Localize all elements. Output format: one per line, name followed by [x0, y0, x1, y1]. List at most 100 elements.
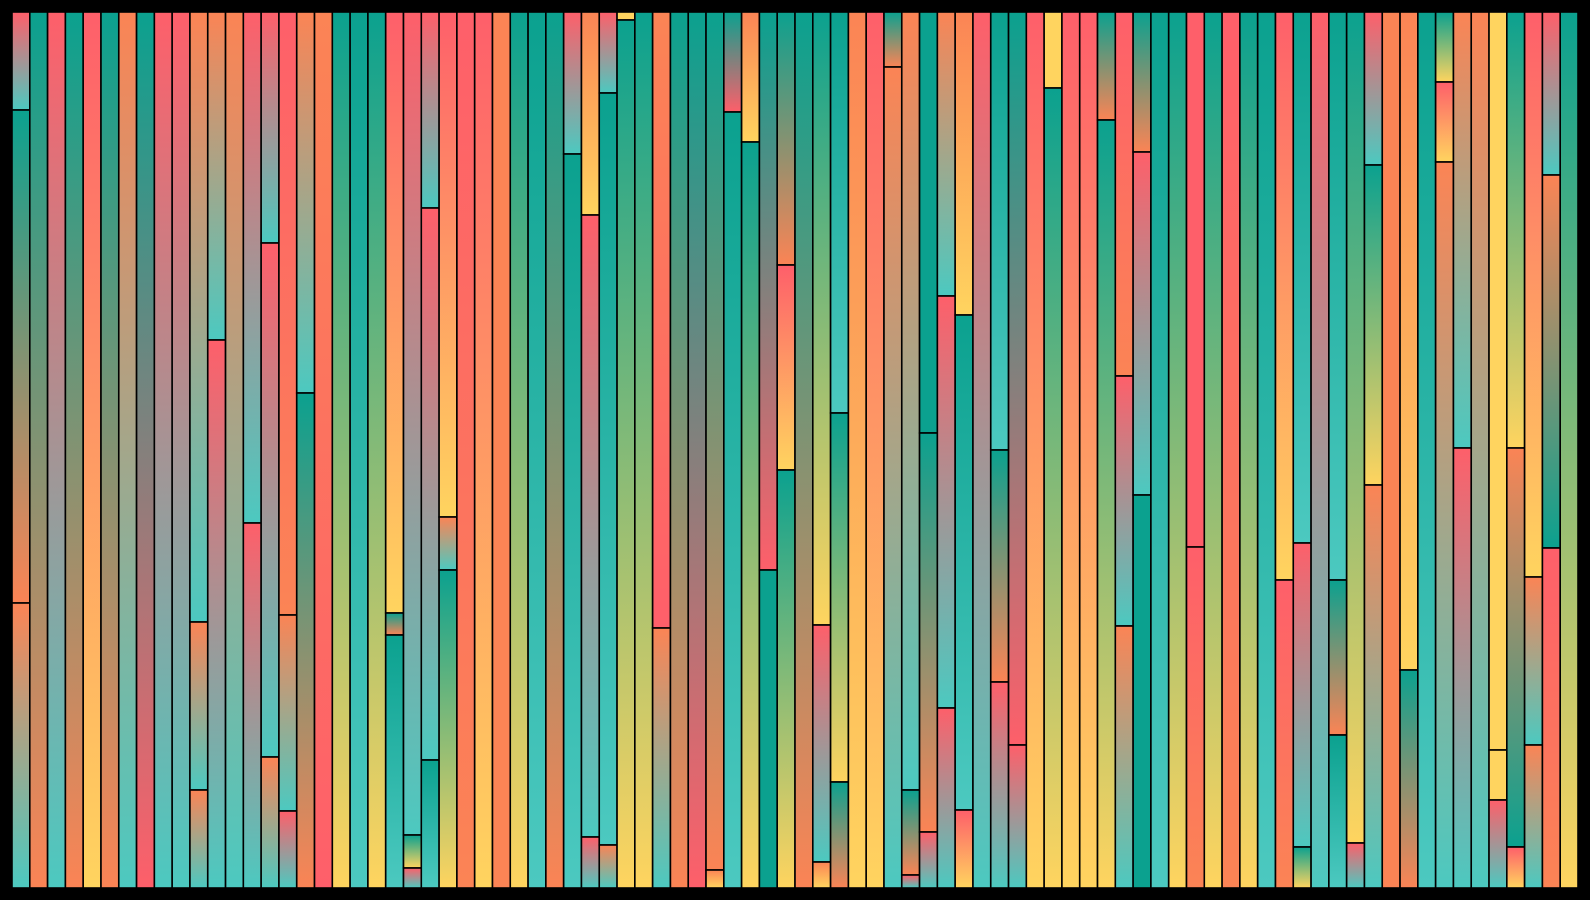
strip-segment-55-2	[989, 681, 1010, 889]
strip-segment-61-1	[1096, 119, 1117, 889]
strip-segment-10-2	[189, 789, 209, 889]
strip-segment-43-0	[776, 11, 796, 266]
strip-segment-81-0	[1452, 11, 1473, 449]
strip-segment-85-2	[1523, 744, 1544, 889]
strip-segment-66-1	[1185, 546, 1206, 889]
strip-segment-36-0	[651, 11, 672, 629]
strip-segment-72-1	[1292, 542, 1312, 848]
strip-segment-72-0	[1292, 11, 1312, 544]
strip-segment-32-2	[580, 836, 601, 889]
strip-segment-42-0	[758, 11, 779, 571]
strip-segment-15-2	[278, 810, 298, 889]
strip-segment-74-0	[1328, 11, 1348, 581]
strip-segment-84-2	[1506, 846, 1526, 889]
strip-segment-80-0	[1434, 11, 1455, 83]
strip-segment-76-1	[1363, 164, 1384, 486]
strip-segment-55-0	[989, 11, 1010, 451]
strip-segment-4-0	[82, 11, 102, 889]
strip-segment-43-1	[776, 264, 796, 471]
strip-segment-87-0	[1559, 11, 1579, 889]
strip-segment-57-0	[1025, 11, 1045, 889]
strip-segment-46-1	[829, 412, 850, 783]
strip-segment-46-2	[829, 781, 850, 889]
strip-segment-74-1	[1328, 579, 1348, 736]
strip-segment-0-0	[11, 11, 31, 111]
strip-segment-0-1	[11, 109, 31, 604]
strip-segment-13-1	[242, 522, 262, 889]
strip-segment-74-2	[1328, 734, 1348, 889]
strip-segment-65-0	[1167, 11, 1188, 889]
strip-segment-16-1	[295, 392, 316, 889]
strip-segment-46-0	[829, 11, 850, 414]
strip-segment-9-0	[171, 11, 191, 889]
strip-segment-14-1	[260, 242, 280, 758]
strip-segment-85-0	[1523, 11, 1544, 578]
strip-segment-22-2	[402, 867, 423, 889]
strip-segment-45-2	[811, 861, 832, 889]
strip-segment-52-1	[936, 295, 956, 709]
strip-segment-26-0	[473, 11, 494, 889]
strip-segment-39-1	[705, 869, 725, 889]
strip-segment-83-2	[1488, 799, 1508, 889]
strip-segment-33-1	[598, 92, 618, 846]
strip-segment-31-0	[562, 11, 583, 155]
strip-segment-51-1	[918, 432, 939, 833]
strip-segment-25-0	[456, 11, 476, 889]
strip-segment-35-0	[634, 11, 654, 889]
strip-segment-11-0	[206, 11, 227, 341]
strip-segment-62-0	[1114, 11, 1134, 377]
strip-segment-30-0	[545, 11, 565, 889]
strip-segment-10-1	[189, 621, 209, 791]
strip-segment-60-0	[1078, 11, 1099, 889]
strip-segment-42-1	[758, 569, 779, 889]
strip-segment-67-0	[1203, 11, 1223, 889]
strip-segment-21-2	[384, 634, 405, 889]
strip-segment-19-0	[349, 11, 369, 889]
strip-segment-34-1	[616, 19, 636, 889]
strip-segment-76-2	[1363, 484, 1384, 889]
strip-segment-80-1	[1434, 81, 1455, 163]
strip-segment-58-0	[1043, 11, 1063, 89]
strip-segment-85-1	[1523, 576, 1544, 746]
strip-segment-86-2	[1541, 547, 1562, 889]
strip-segment-22-0	[402, 11, 423, 836]
strip-segment-62-1	[1114, 375, 1134, 627]
strip-segment-56-0	[1007, 11, 1028, 746]
strip-segment-68-0	[1221, 11, 1241, 889]
strip-segment-29-0	[527, 11, 547, 889]
strip-segment-59-0	[1061, 11, 1081, 889]
strip-segment-11-1	[206, 339, 227, 889]
strip-segment-83-1	[1488, 749, 1508, 801]
strip-segment-52-0	[936, 11, 956, 297]
strip-segment-23-2	[420, 759, 440, 889]
strip-segment-6-0	[117, 11, 138, 889]
strip-segment-40-1	[723, 111, 743, 889]
strip-segment-48-0	[865, 11, 885, 889]
strip-segment-53-0	[954, 11, 974, 316]
strip-segment-81-1	[1452, 447, 1473, 889]
strip-segment-5-0	[100, 11, 120, 889]
strip-segment-69-0	[1239, 11, 1259, 889]
strip-segment-28-0	[509, 11, 529, 889]
strip-segment-1-0	[28, 11, 49, 889]
strip-segment-8-0	[153, 11, 173, 889]
strip-segment-52-2	[936, 707, 956, 889]
strip-segment-31-1	[562, 153, 583, 889]
strip-segment-33-2	[598, 844, 618, 889]
strip-segment-27-0	[491, 11, 512, 889]
strip-segment-39-0	[705, 11, 725, 871]
strip-segment-14-2	[260, 756, 280, 889]
strip-segment-50-2	[900, 874, 921, 889]
strip-segment-61-0	[1096, 11, 1117, 121]
strip-segment-72-2	[1292, 846, 1312, 889]
strip-segment-21-1	[384, 612, 405, 636]
strip-segment-53-1	[954, 314, 974, 811]
strip-segment-45-0	[811, 11, 832, 626]
strip-segment-76-0	[1363, 11, 1384, 166]
strip-segment-70-0	[1256, 11, 1277, 889]
strip-segment-54-0	[972, 11, 992, 889]
strip-segment-18-0	[331, 11, 351, 889]
strip-segment-73-0	[1310, 11, 1330, 889]
strip-segment-36-1	[651, 627, 672, 889]
strip-segment-71-0	[1274, 11, 1295, 581]
